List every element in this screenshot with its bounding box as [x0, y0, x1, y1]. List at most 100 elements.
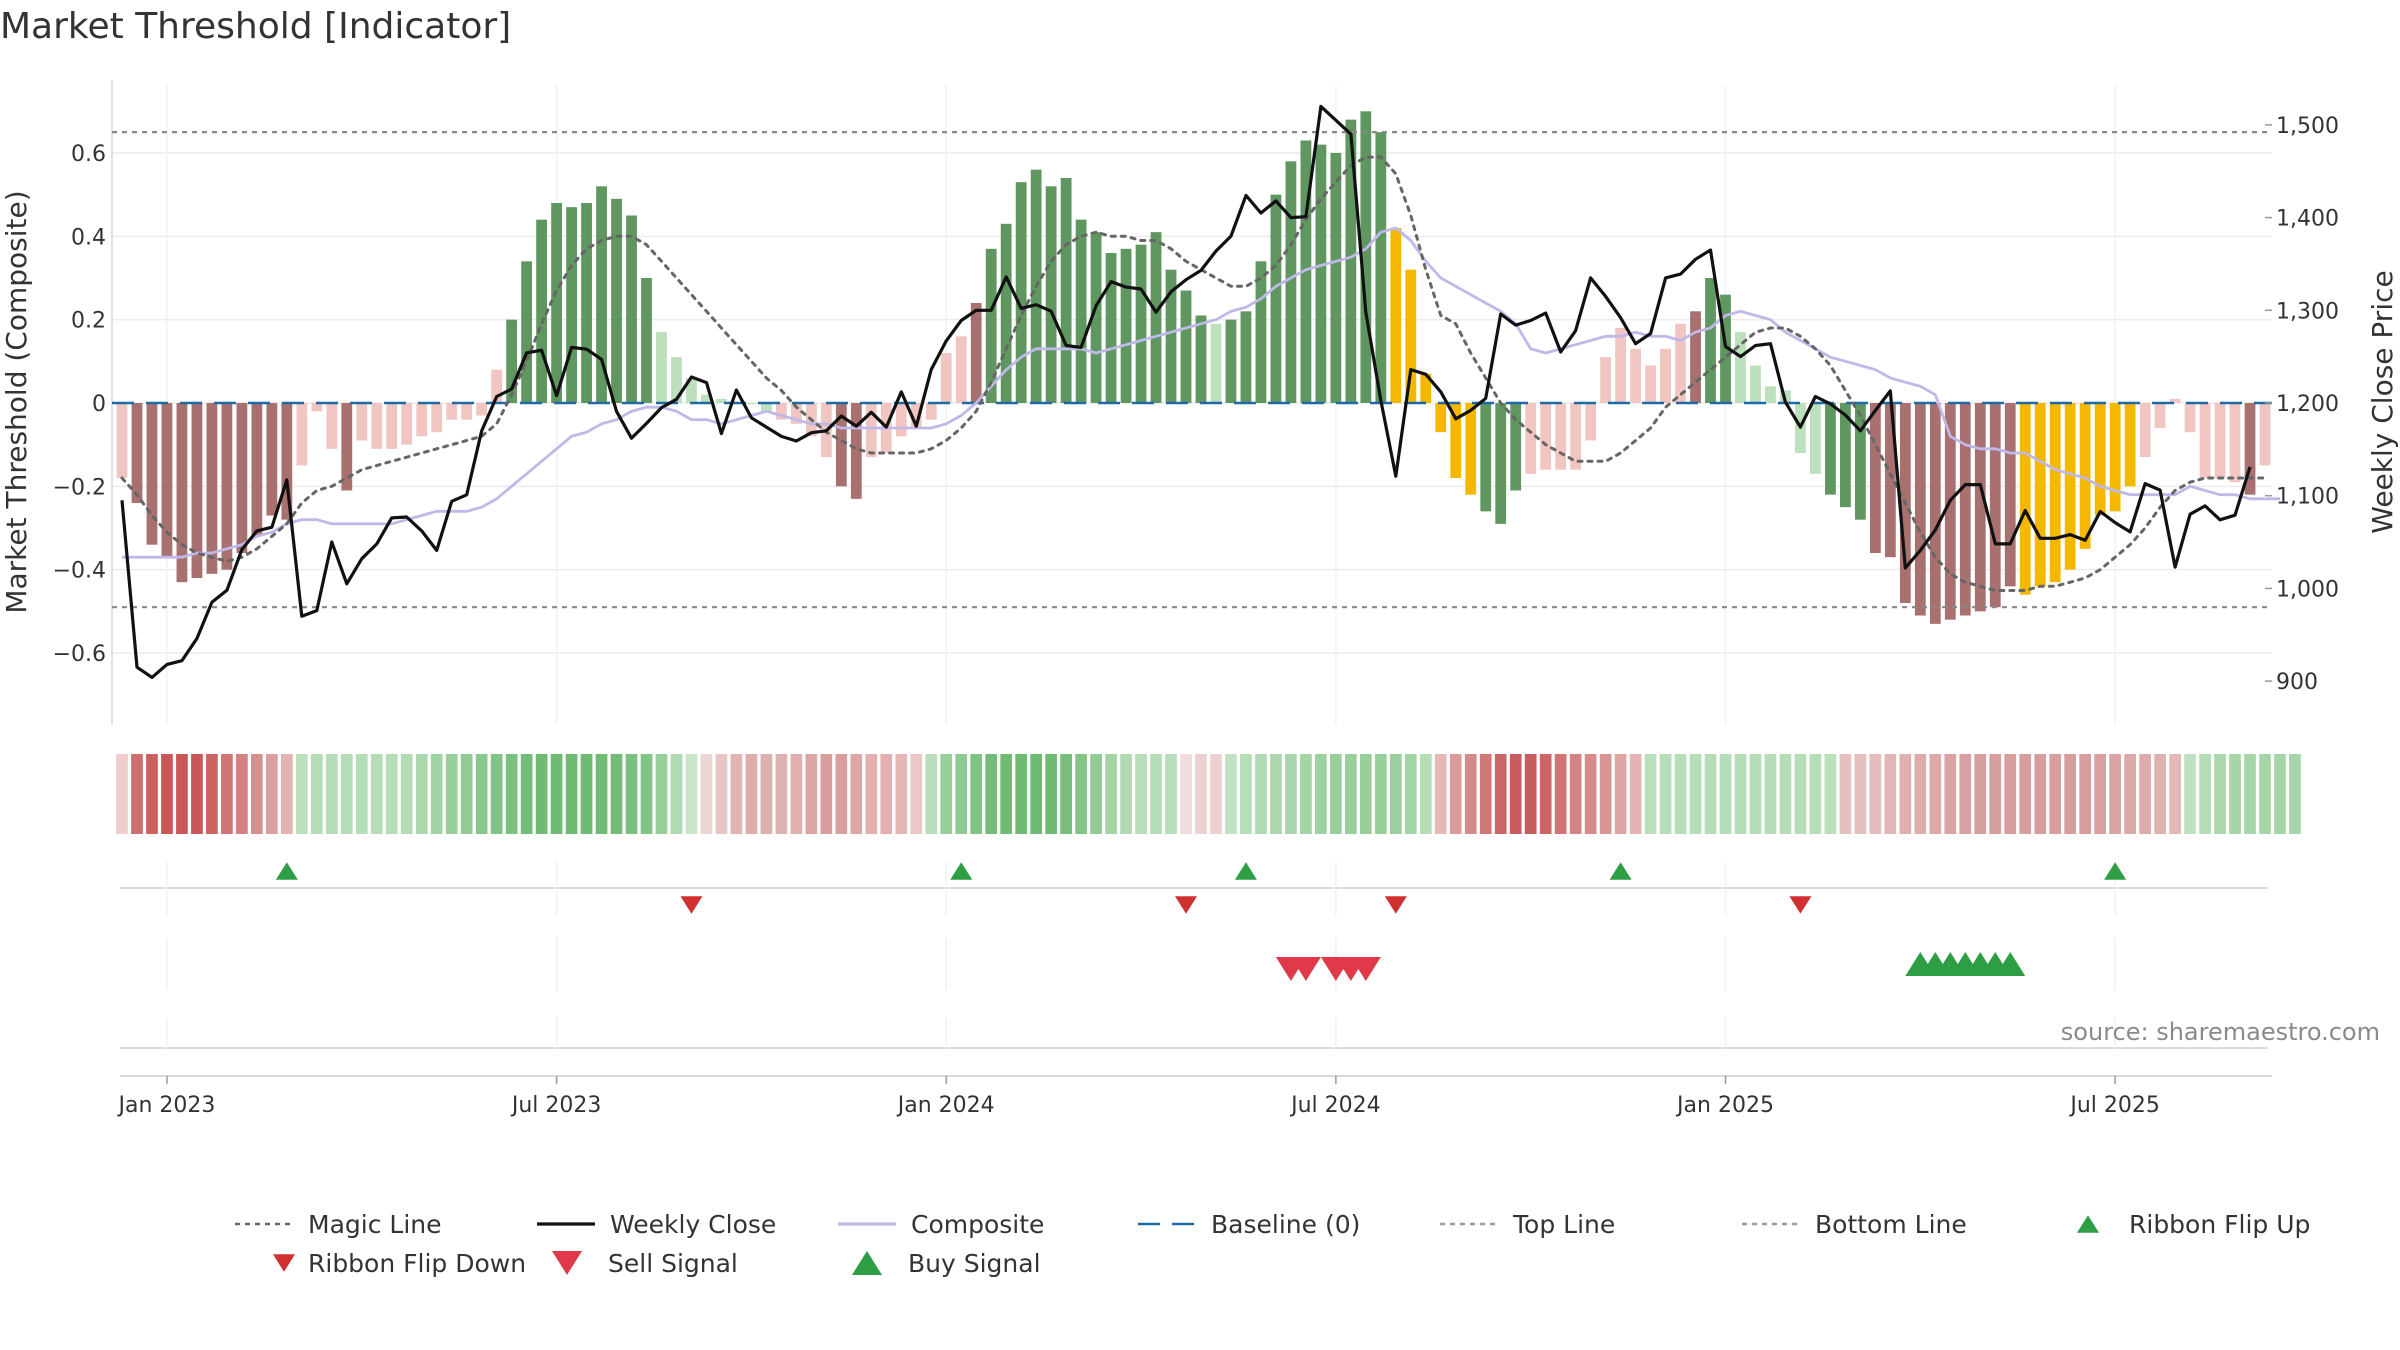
ribbon-cell — [1494, 754, 1507, 834]
composite-bar — [1914, 403, 1926, 616]
ribbon-cell — [1105, 754, 1117, 834]
ribbon-cell — [2034, 754, 2047, 834]
ribbon-cell — [2139, 754, 2151, 834]
ribbon-cell — [206, 754, 218, 834]
ribbon-cell — [1404, 754, 1417, 834]
ribbon-cell — [1270, 754, 1282, 834]
left-tick-label: 0.6 — [71, 142, 106, 167]
ribbon-flip-up-marker — [950, 862, 973, 880]
legend-label: Baseline (0) — [1211, 1210, 1360, 1239]
ribbon-cell — [236, 754, 248, 834]
ribbon-cell — [445, 754, 458, 834]
ribbon-cell — [2199, 754, 2211, 834]
ribbon-cell — [640, 754, 653, 834]
composite-bar — [1135, 244, 1147, 403]
ribbon-cell — [1614, 754, 1627, 834]
left-tick-label: −0.2 — [53, 475, 106, 500]
composite-bar — [131, 403, 143, 504]
left-tick-label: −0.6 — [53, 642, 106, 667]
legend-label: Weekly Close — [610, 1210, 776, 1239]
right-tick-label: 1,400 — [2276, 207, 2339, 232]
composite-bar — [2004, 403, 2016, 587]
ribbon-cell — [820, 754, 833, 834]
composite-bar — [626, 215, 637, 403]
composite-bar — [1944, 403, 1956, 620]
ribbon-cell — [1479, 754, 1492, 834]
ribbon-cell — [1255, 754, 1267, 834]
ribbon-cell — [1749, 754, 1762, 834]
composite-bar — [1854, 403, 1866, 520]
composite-bar — [1270, 194, 1282, 403]
ribbon-cell — [1045, 754, 1057, 834]
ribbon-cell — [1674, 754, 1687, 834]
ribbon-cell — [760, 754, 773, 834]
composite-bar — [401, 403, 413, 445]
composite-bar — [1420, 373, 1432, 403]
legend-swatch — [552, 1251, 582, 1275]
composite-bar — [461, 403, 473, 420]
composite-bar — [940, 352, 952, 403]
composite-bar — [251, 403, 263, 537]
composite-bar — [1015, 182, 1027, 403]
legend-swatch — [852, 1251, 882, 1275]
composite-bar — [2094, 403, 2106, 516]
composite-bar — [2199, 403, 2211, 479]
ribbon-cell — [910, 754, 923, 834]
ribbon-cell — [1839, 754, 1852, 834]
ribbon-cell — [505, 754, 518, 834]
ribbon-cell — [131, 754, 143, 834]
ribbon-cell — [595, 754, 608, 834]
x-tick-label: Jul 2023 — [510, 1093, 602, 1118]
composite-bar — [1240, 311, 1252, 403]
legend-item: Composite — [838, 1210, 1044, 1239]
composite-bar — [596, 186, 607, 403]
composite-bar — [1000, 223, 1012, 403]
ribbon-cell — [1539, 754, 1552, 834]
composite-bar — [985, 248, 997, 403]
composite-bar — [521, 261, 533, 403]
composite-bar — [1060, 177, 1072, 403]
composite-bar — [1375, 132, 1387, 403]
ribbon-cell — [325, 754, 338, 834]
composite-bar — [2049, 403, 2061, 583]
ribbon-cell — [1734, 754, 1747, 834]
ribbon-cell — [1240, 754, 1252, 834]
composite-bar — [326, 403, 338, 449]
composite-bar — [2154, 403, 2166, 429]
ribbon-cell — [550, 754, 563, 834]
ribbon-cell — [310, 754, 323, 834]
ribbon-cell — [1869, 754, 1882, 834]
composite-bar — [551, 202, 562, 403]
composite-bar — [2079, 403, 2091, 549]
ribbon-cell — [2169, 754, 2181, 834]
composite-bar — [1810, 403, 1821, 474]
composite-bar — [146, 403, 158, 545]
ribbon-flip-up-marker — [275, 862, 298, 880]
ribbon-cell — [1060, 754, 1072, 834]
legend-swatch — [273, 1254, 295, 1272]
ribbon-cell — [1629, 754, 1642, 834]
composite-bar — [1510, 403, 1522, 491]
ribbon-flip-down-marker — [1175, 896, 1198, 914]
ribbon-cell — [1554, 754, 1567, 834]
ribbon-cell — [655, 754, 668, 834]
ribbon-cell — [880, 754, 893, 834]
ribbon-cell — [1944, 754, 1957, 834]
ribbon-cell — [1285, 754, 1297, 834]
weekly-close-line — [120, 104, 2252, 680]
composite-bar — [1884, 403, 1896, 558]
ribbon-cell — [865, 754, 878, 834]
composite-bar — [1690, 311, 1701, 403]
composite-bar — [1839, 403, 1851, 508]
composite-bar — [2244, 403, 2256, 495]
composite-bar — [2124, 403, 2136, 487]
ribbon-cell — [1015, 754, 1028, 834]
right-tick-label: 1,300 — [2276, 299, 2339, 324]
composite-bar — [716, 398, 727, 403]
composite-bar — [506, 319, 518, 403]
ribbon-cell — [2154, 754, 2166, 834]
ribbon-cell — [985, 754, 998, 834]
ribbon-cell — [580, 754, 593, 834]
ribbon-cell — [1599, 754, 1612, 834]
ribbon-cell — [1464, 754, 1477, 834]
